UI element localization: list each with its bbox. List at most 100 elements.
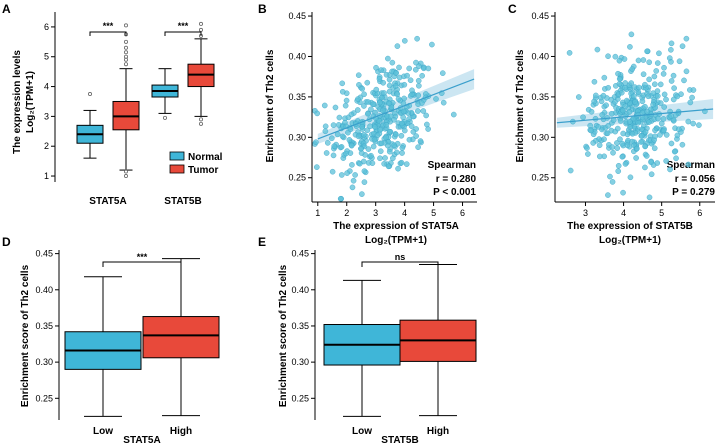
panel-a-y-tick-label: 6 xyxy=(44,22,49,32)
panel-b-data-point xyxy=(361,179,368,185)
panel-c-data-point xyxy=(588,108,595,115)
panel-b-data-point xyxy=(361,168,368,174)
panel-b-data-point xyxy=(381,161,387,167)
panel-b-y-tick-label: 0.35 xyxy=(288,92,306,102)
panel-b-data-point xyxy=(399,150,405,156)
panel-a-label: A xyxy=(2,2,11,16)
panel-b-data-point xyxy=(329,168,336,175)
panel-d-y-tick-label: 0.40 xyxy=(35,285,53,295)
panel-b-y-tick-label: 0.30 xyxy=(288,132,306,142)
panel-b-data-point xyxy=(450,111,457,118)
panel-c-data-point xyxy=(650,101,656,108)
panel-b-data-point xyxy=(323,150,330,156)
panel-c-data-point xyxy=(627,44,633,50)
panel-c-data-point xyxy=(633,155,639,161)
panel-c-data-point xyxy=(622,161,629,167)
panel-b-data-point xyxy=(398,132,405,139)
panel-a-y-tick-label: 3 xyxy=(44,111,49,121)
panel-e-y-tick-label: 0.35 xyxy=(291,321,309,331)
panel-b-data-point xyxy=(439,70,446,76)
panel-b-data-point xyxy=(354,107,361,113)
panel-b-data-point xyxy=(356,82,362,88)
panel-e-label: E xyxy=(258,235,266,249)
panel-c-data-point xyxy=(620,107,626,114)
panel-c-data-point xyxy=(671,148,678,155)
panel-c-data-point xyxy=(652,133,658,140)
panel-d-y-tick-label: 0.35 xyxy=(35,321,53,331)
panel-c-data-point xyxy=(580,114,586,121)
panel-b-data-point xyxy=(365,146,372,152)
panel-c-data-point xyxy=(645,93,652,100)
panel-b-regression-line xyxy=(317,78,475,140)
panel-c-data-point xyxy=(679,141,686,148)
panel-b-data-point xyxy=(348,111,355,118)
panel-b-data-point xyxy=(393,149,400,156)
panel-b-data-point xyxy=(415,92,422,99)
panel-b-data-point xyxy=(392,131,399,138)
panel-a-y-tick-label: 4 xyxy=(44,82,49,92)
panel-b-data-point xyxy=(386,76,393,83)
panel-b-data-point xyxy=(357,160,363,167)
panel-c-data-point xyxy=(651,145,658,152)
panel-c-data-point xyxy=(657,81,664,88)
panel-b-data-point xyxy=(390,155,396,162)
panel-d-ylabel: Enrichment score of Th2 cells xyxy=(20,264,31,407)
panel-c-data-point xyxy=(628,80,635,86)
panel-b-data-point xyxy=(355,96,361,102)
panel-b-data-point xyxy=(425,65,432,72)
panel-c-data-point xyxy=(671,85,677,91)
panel-c-data-point xyxy=(689,94,695,101)
panel-b-data-point xyxy=(383,121,390,128)
panel-b-xlabel-line2: Log₂(TPM+1) xyxy=(365,235,427,246)
panel-c-xlabel-line2: Log₂(TPM+1) xyxy=(599,235,661,246)
panel-b-x-tick-label: 1 xyxy=(315,208,320,218)
panel-c-data-point xyxy=(626,109,633,115)
panel-c-data-point xyxy=(683,68,690,75)
panel-b-data-point xyxy=(330,152,337,159)
panel-b-data-point xyxy=(401,81,408,88)
panel-b-data-point xyxy=(383,134,389,141)
panel-c-data-point xyxy=(600,92,607,99)
panel-c-data-point xyxy=(640,57,647,63)
panel-c-data-point xyxy=(687,99,694,106)
panel-b-data-point xyxy=(331,143,337,150)
panel-a-tumor-stat5a-outlier xyxy=(124,169,129,174)
panel-c-data-point xyxy=(627,174,634,181)
panel-b-data-point xyxy=(391,142,397,149)
panel-b-data-point xyxy=(380,79,386,86)
panel-b-data-point xyxy=(404,72,410,79)
panel-c-data-point xyxy=(612,99,618,105)
panel-b-data-point xyxy=(389,59,396,66)
panel-a-ylabel-line1: The expression levels xyxy=(12,50,23,154)
panel-b-data-point xyxy=(391,116,397,123)
panel-b-data-point xyxy=(410,129,417,135)
panel-c-y-tick-label: 0.25 xyxy=(531,173,549,183)
panel-c-data-point xyxy=(622,80,629,86)
panel-b-data-point xyxy=(381,90,387,96)
panel-c-data-point xyxy=(591,98,597,105)
panel-c-data-point xyxy=(648,159,654,165)
panel-b-label: B xyxy=(258,2,267,16)
panel-c-data-point xyxy=(667,166,673,173)
panel-a-tumor-stat5a-outlier xyxy=(124,23,129,28)
panel-c-data-point xyxy=(668,58,674,65)
panel-b-data-point xyxy=(401,127,408,134)
panel-e-significance-bracket xyxy=(361,261,439,267)
panel-b-data-point xyxy=(378,140,385,147)
panel-c-data-point xyxy=(670,72,677,79)
panel-b-data-point xyxy=(342,102,349,109)
panel-c-data-point xyxy=(628,31,635,38)
panel-b-data-point xyxy=(395,96,402,102)
panel-c-data-point xyxy=(615,70,621,77)
panel-c-ylabel: Enrichment of Th2 cells xyxy=(515,49,526,162)
panel-b-data-point xyxy=(407,77,414,84)
panel-c-data-point xyxy=(607,173,613,180)
panel-a-significance-bracket xyxy=(89,31,127,36)
panel-a-tumor-stat5a-outlier xyxy=(124,62,129,67)
panel-c-data-point xyxy=(646,76,652,83)
panel-c-data-point xyxy=(643,153,650,159)
panel-c-data-point xyxy=(635,119,641,126)
panel-b-data-point xyxy=(361,103,367,109)
panel-c-x-tick-label: 6 xyxy=(697,208,702,218)
panel-b-data-point xyxy=(377,155,383,162)
